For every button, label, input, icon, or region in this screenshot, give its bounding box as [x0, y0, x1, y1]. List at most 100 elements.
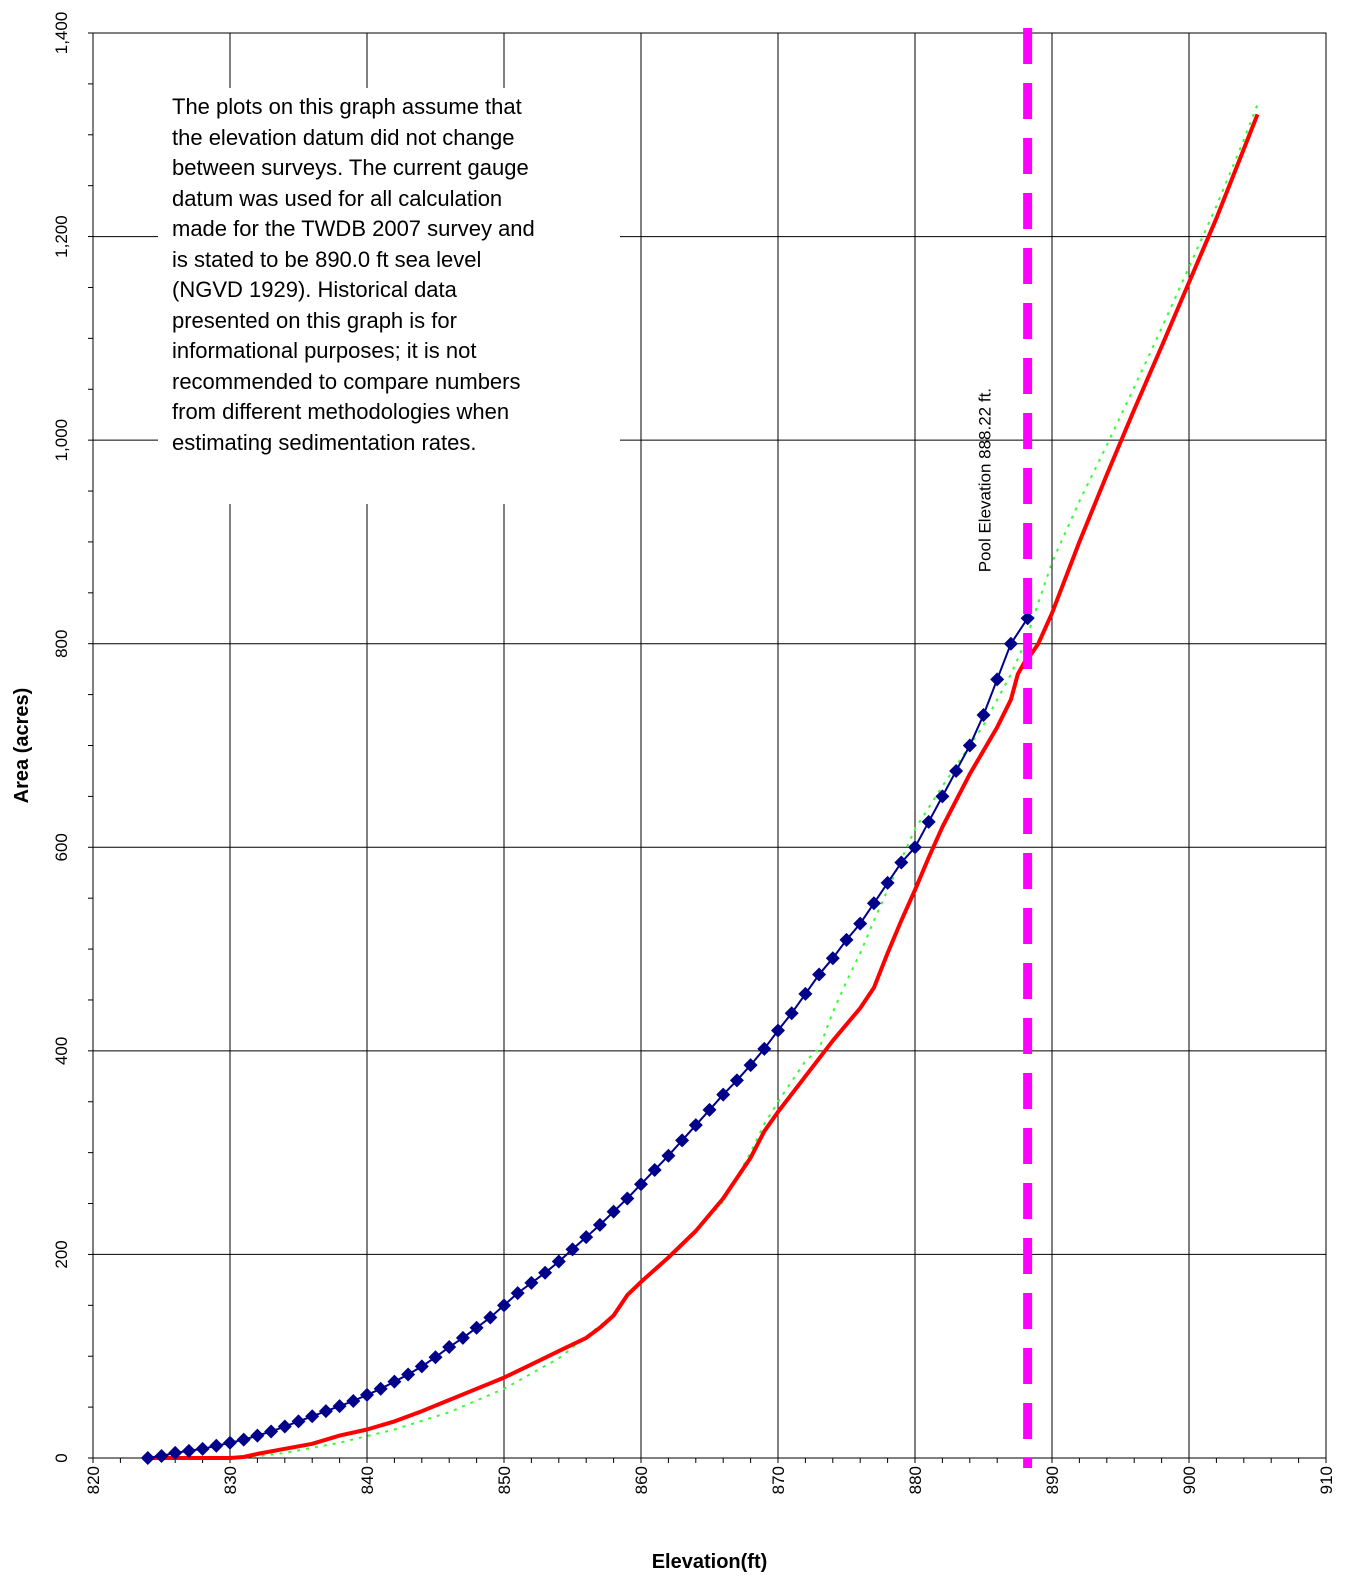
data-point-marker	[538, 1265, 553, 1280]
series-line-red	[147, 113, 1260, 1460]
x-tick-label: 860	[632, 1466, 651, 1494]
data-point-marker	[894, 855, 909, 870]
data-point-marker	[428, 1350, 443, 1365]
data-point-marker	[1020, 611, 1035, 626]
data-point-marker	[935, 789, 950, 804]
data-point-marker	[661, 1148, 676, 1163]
data-point-marker	[990, 672, 1005, 687]
x-tick-label: 900	[1180, 1466, 1199, 1494]
data-point-marker	[592, 1217, 607, 1232]
data-point-marker	[908, 840, 922, 855]
x-tick-label: 870	[769, 1466, 788, 1494]
data-point-marker	[716, 1087, 731, 1102]
data-point-marker	[702, 1102, 717, 1117]
data-point-marker	[442, 1340, 457, 1355]
data-point-marker	[223, 1435, 237, 1450]
data-point-marker	[181, 1443, 196, 1458]
data-point-marker	[634, 1177, 648, 1192]
data-point-marker	[839, 932, 854, 947]
data-point-marker	[798, 986, 813, 1001]
annotation-line: made for the TWDB 2007 survey and	[172, 216, 535, 241]
data-point-marker	[168, 1445, 183, 1460]
data-point-marker	[277, 1419, 292, 1434]
data-point-marker	[140, 1451, 155, 1465]
pool-elevation-label: Pool Elevation 888.22 ft.	[976, 388, 995, 572]
y-tick-label: 1,200	[52, 215, 71, 258]
data-point-marker	[154, 1448, 169, 1463]
annotation-note: The plots on this graph assume that the e…	[158, 88, 620, 504]
data-point-marker	[647, 1162, 662, 1177]
data-point-marker	[414, 1359, 429, 1374]
data-point-marker	[729, 1073, 744, 1088]
data-point-marker	[360, 1387, 374, 1402]
data-point-marker	[332, 1399, 347, 1414]
x-tick-label: 830	[221, 1466, 240, 1494]
annotation-line: The plots on this graph assume that	[172, 94, 522, 119]
y-tick-label: 600	[52, 833, 71, 861]
annotation-line: between surveys. The current gauge	[172, 155, 529, 180]
data-point-marker	[469, 1320, 484, 1335]
data-point-marker	[962, 738, 977, 753]
y-axis-title: Area (acres)	[11, 688, 33, 804]
data-point-marker	[401, 1367, 416, 1382]
data-point-marker	[757, 1041, 772, 1056]
data-point-marker	[455, 1330, 470, 1345]
data-point-marker	[688, 1118, 703, 1133]
annotation-line: from different methodologies when	[172, 399, 510, 424]
annotation-line: datum was used for all calculation	[172, 185, 503, 211]
annotation-line: recommended to compare numbers	[172, 368, 521, 394]
data-point-marker	[853, 916, 868, 931]
y-tick-label: 1,400	[52, 12, 71, 55]
annotation-line: the elevation datum did not change	[172, 124, 515, 150]
data-point-marker	[524, 1275, 539, 1290]
data-point-marker	[784, 1006, 799, 1021]
x-axis-title: Elevation(ft)	[652, 1551, 768, 1573]
annotation-line: estimating sedimentation rates.	[172, 429, 477, 455]
data-point-marker	[250, 1428, 265, 1443]
y-tick-label: 0	[52, 1453, 71, 1462]
data-point-marker	[866, 896, 881, 911]
data-point-marker	[346, 1394, 361, 1408]
x-tick-label: 820	[84, 1466, 103, 1494]
data-point-marker	[743, 1058, 758, 1073]
series-line-blue	[147, 617, 1029, 1459]
data-point-marker	[318, 1404, 333, 1419]
data-point-marker	[291, 1414, 306, 1429]
x-tick-label: 850	[495, 1466, 514, 1494]
annotation-line: (NGVD 1929). Historical data	[172, 277, 457, 302]
x-tick-label: 890	[1043, 1466, 1062, 1494]
data-point-marker	[236, 1432, 251, 1447]
data-point-marker	[675, 1133, 690, 1148]
data-point-marker	[483, 1310, 498, 1325]
y-tick-label: 200	[52, 1240, 71, 1268]
series-line-dotted	[243, 103, 1259, 1459]
data-point-marker	[510, 1286, 525, 1301]
x-tick-label: 880	[906, 1466, 925, 1494]
data-point-marker	[387, 1374, 402, 1389]
data-point-marker	[880, 875, 895, 890]
data-point-marker	[373, 1381, 388, 1396]
y-tick-label: 1,000	[52, 419, 71, 462]
y-tick-label: 800	[52, 630, 71, 658]
data-point-marker	[305, 1409, 320, 1424]
data-point-marker	[264, 1424, 279, 1439]
data-point-marker	[209, 1438, 224, 1453]
data-point-marker	[921, 814, 936, 829]
annotation-line: is stated to be 890.0 ft sea level	[172, 246, 482, 272]
annotation-line: presented on this graph is for	[172, 307, 457, 333]
data-point-marker	[812, 967, 827, 982]
data-point-marker	[771, 1023, 785, 1038]
data-point-marker	[195, 1441, 210, 1456]
data-point-marker	[1003, 636, 1018, 651]
x-tick-label: 840	[358, 1466, 377, 1494]
data-point-marker	[976, 707, 991, 722]
data-point-marker	[497, 1298, 511, 1313]
annotation-line: informational purposes; it is not	[172, 338, 477, 363]
x-tick-label: 910	[1317, 1466, 1336, 1494]
y-tick-label: 400	[52, 1037, 71, 1065]
data-point-marker	[565, 1242, 580, 1257]
data-point-marker	[551, 1254, 566, 1269]
data-point-marker	[579, 1230, 594, 1245]
